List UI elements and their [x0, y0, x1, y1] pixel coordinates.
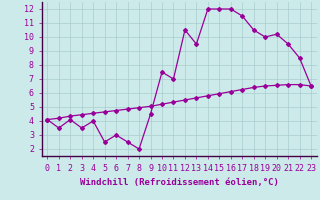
X-axis label: Windchill (Refroidissement éolien,°C): Windchill (Refroidissement éolien,°C)	[80, 178, 279, 187]
